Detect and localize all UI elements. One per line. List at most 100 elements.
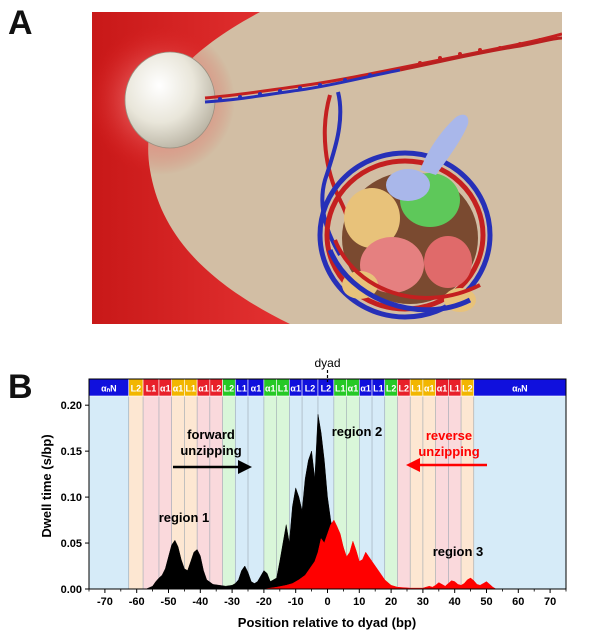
dna-bases-blue <box>218 73 372 101</box>
segment-label-24: α1 <box>437 384 448 394</box>
segment-label-26: L2 <box>462 384 473 394</box>
segment-band-24 <box>435 396 449 589</box>
segment-label-15: L2 <box>321 384 332 394</box>
x-tick-label-3: -40 <box>192 596 208 608</box>
segment-band-7 <box>209 396 223 589</box>
y-tick-label-1: 0.05 <box>61 538 82 550</box>
x-axis: -70 -60 -50 -40 -30 -20 -10 0 10 20 30 40 50 60 70 <box>88 589 567 608</box>
x-tick-label-4: -30 <box>224 596 240 608</box>
segment-band-22 <box>410 396 423 589</box>
segment-band-9 <box>235 396 248 589</box>
x-tick-label-5: -20 <box>256 596 272 608</box>
panel-label-b: B <box>8 368 33 406</box>
segment-band-0 <box>89 396 129 589</box>
segment-band-6 <box>197 396 210 589</box>
segment-band-2 <box>143 396 159 589</box>
dyad-label: dyad <box>314 356 340 370</box>
series-reverse <box>263 519 497 590</box>
x-tick-label-6: -10 <box>288 596 304 608</box>
segment-label-7: L2 <box>211 384 222 394</box>
segment-band-26 <box>461 396 474 589</box>
region-2-label: region 2 <box>332 424 383 439</box>
x-tick-label-2: -50 <box>161 596 177 608</box>
segment-band-10 <box>248 396 264 589</box>
histone-tail <box>420 114 469 175</box>
segment-label-2: L1 <box>146 384 157 394</box>
segment-band-25 <box>448 396 462 589</box>
segment-band-27 <box>473 396 566 589</box>
segment-label-1: L2 <box>131 384 142 394</box>
segment-bands <box>88 396 566 589</box>
segment-label-17: α1 <box>348 384 359 394</box>
reverse-arrow <box>406 458 487 472</box>
segment-band-20 <box>384 396 398 589</box>
x-axis-title: Position relative to dyad (bp) <box>238 615 416 630</box>
x-tick-label-11: 40 <box>449 596 461 608</box>
forward-label-line2: unzipping <box>180 443 241 458</box>
segment-band-3 <box>158 396 172 589</box>
y-tick-label-4: 0.20 <box>61 400 82 412</box>
region-1-label: region 1 <box>159 510 210 525</box>
segment-band-19 <box>372 396 385 589</box>
x-tick-label-9: 20 <box>385 596 397 608</box>
segment-label-27: αₙN <box>512 384 528 394</box>
segment-band-5 <box>184 396 198 589</box>
x-tick-label-10: 30 <box>417 596 429 608</box>
segment-label-3: α1 <box>160 384 171 394</box>
histone-h2a <box>344 188 400 248</box>
segment-band-21 <box>397 396 411 589</box>
segment-label-11: α1 <box>265 384 276 394</box>
y-tick-label-3: 0.15 <box>61 446 82 458</box>
segment-label-14: L2 <box>305 384 316 394</box>
segment-band-8 <box>222 396 236 589</box>
trap-bead <box>124 51 216 149</box>
y-tick-label-0: 0.00 <box>61 584 82 596</box>
segment-label-25: L1 <box>449 384 460 394</box>
dna-bases <box>418 35 557 65</box>
y-tick-label-2: 0.10 <box>61 492 82 504</box>
segment-label-23: α1 <box>424 384 435 394</box>
segment-label-8: L2 <box>224 384 235 394</box>
histone-h3-b <box>424 236 472 288</box>
segment-label-6: α1 <box>198 384 209 394</box>
panel-a-illustration <box>92 12 562 324</box>
dwell-areas <box>146 414 497 590</box>
segment-label-20: L2 <box>386 384 397 394</box>
nucleosome <box>317 114 493 320</box>
forward-label-line1: forward <box>187 427 235 442</box>
reverse-label-line1: reverse <box>426 428 472 443</box>
segment-band-18 <box>359 396 373 589</box>
region-3-label: region 3 <box>433 544 484 559</box>
x-tick-label-8: 10 <box>353 596 365 608</box>
segment-label-22: L1 <box>411 384 422 394</box>
dwell-time-chart: αₙN L2 L1 α1 α1 L1 α1 L2 L2 L1 α1 α1 L1 α1 L2 L2 L1 α1 α1 L… <box>39 356 567 630</box>
segment-label-12: L1 <box>278 384 289 394</box>
panel-label-a: A <box>8 4 33 42</box>
x-tick-label-7: 0 <box>324 596 330 608</box>
x-tick-label-0: -70 <box>97 596 113 608</box>
x-tick-label-13: 60 <box>512 596 524 608</box>
forward-arrow <box>173 460 252 474</box>
segment-label-19: L1 <box>373 384 384 394</box>
segment-bar: αₙN L2 L1 α1 α1 L1 α1 L2 L2 L1 α1 α1 L1 α1 L2 L2 L1 α1 α1 L… <box>88 378 567 397</box>
segment-label-0: αₙN <box>101 384 117 394</box>
reverse-label-line2: unzipping <box>418 444 479 459</box>
segment-band-1 <box>128 396 144 589</box>
x-tick-label-1: -60 <box>129 596 145 608</box>
segment-label-10: α1 <box>251 384 262 394</box>
x-tick-label-14: 70 <box>544 596 556 608</box>
segment-band-23 <box>422 396 436 589</box>
segment-label-4: α1 <box>173 384 184 394</box>
segment-band-11 <box>263 396 277 589</box>
segment-label-9: L1 <box>236 384 247 394</box>
x-tick-label-12: 50 <box>480 596 492 608</box>
y-axis-title: Dwell time (s/bp) <box>39 434 54 537</box>
y-axis: 0.00 0.05 0.10 0.15 0.20 <box>61 400 89 596</box>
segment-band-17 <box>346 396 360 589</box>
histone-h2b <box>386 169 430 201</box>
segment-label-16: L1 <box>335 384 346 394</box>
segment-label-18: α1 <box>360 384 371 394</box>
segment-label-21: L2 <box>399 384 410 394</box>
segment-label-5: L1 <box>186 384 197 394</box>
